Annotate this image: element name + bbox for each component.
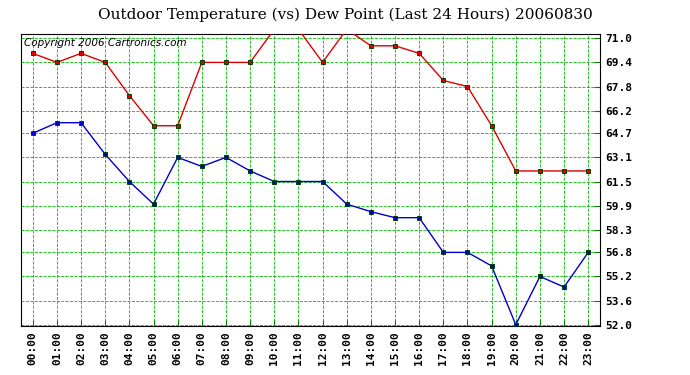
Text: Copyright 2006 Cartronics.com: Copyright 2006 Cartronics.com bbox=[23, 38, 186, 48]
Text: Outdoor Temperature (vs) Dew Point (Last 24 Hours) 20060830: Outdoor Temperature (vs) Dew Point (Last… bbox=[97, 8, 593, 22]
